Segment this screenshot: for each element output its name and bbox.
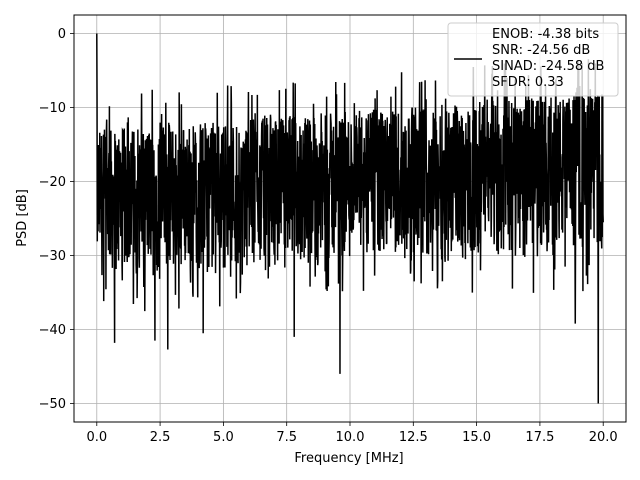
x-tick-label: 15.0 — [462, 430, 491, 445]
legend-entry-snr: SNR: -24.56 dB — [492, 43, 590, 58]
x-tick-label: 5.0 — [213, 430, 234, 445]
x-tick-label: 7.5 — [276, 430, 297, 445]
legend-box — [447, 22, 619, 97]
series-psd — [96, 33, 604, 404]
y-tick-label: −40 — [39, 323, 66, 338]
y-axis-label: PSD [dB] — [15, 189, 30, 247]
x-tick-label: 2.5 — [150, 430, 171, 445]
y-ticks: 0 −10 −20 −30 −40 −50 — [39, 27, 74, 412]
x-ticks: 0.0 2.5 5.0 7.5 10.0 12.5 15.0 17.5 20.0 — [86, 422, 618, 445]
y-tick-label: −20 — [39, 175, 66, 190]
y-tick-label: −50 — [39, 397, 66, 412]
legend-entry-sinad: SINAD: -24.58 dB — [492, 59, 604, 74]
x-tick-label: 0.0 — [86, 430, 107, 445]
legend: ENOB: -4.38 bits SNR: -24.56 dB SINAD: -… — [447, 22, 619, 97]
x-tick-label: 17.5 — [525, 430, 554, 445]
x-tick-label: 12.5 — [399, 430, 428, 445]
x-axis-label: Frequency [MHz] — [294, 451, 403, 466]
legend-entry-enob: ENOB: -4.38 bits — [492, 27, 599, 42]
y-tick-label: −10 — [39, 101, 66, 116]
x-tick-label: 20.0 — [589, 430, 618, 445]
y-tick-label: −30 — [39, 249, 66, 264]
x-tick-label: 10.0 — [336, 430, 365, 445]
y-tick-label: 0 — [58, 27, 66, 42]
legend-entry-sfdr: SFDR: 0.33 — [492, 75, 564, 90]
psd-line — [96, 33, 604, 404]
